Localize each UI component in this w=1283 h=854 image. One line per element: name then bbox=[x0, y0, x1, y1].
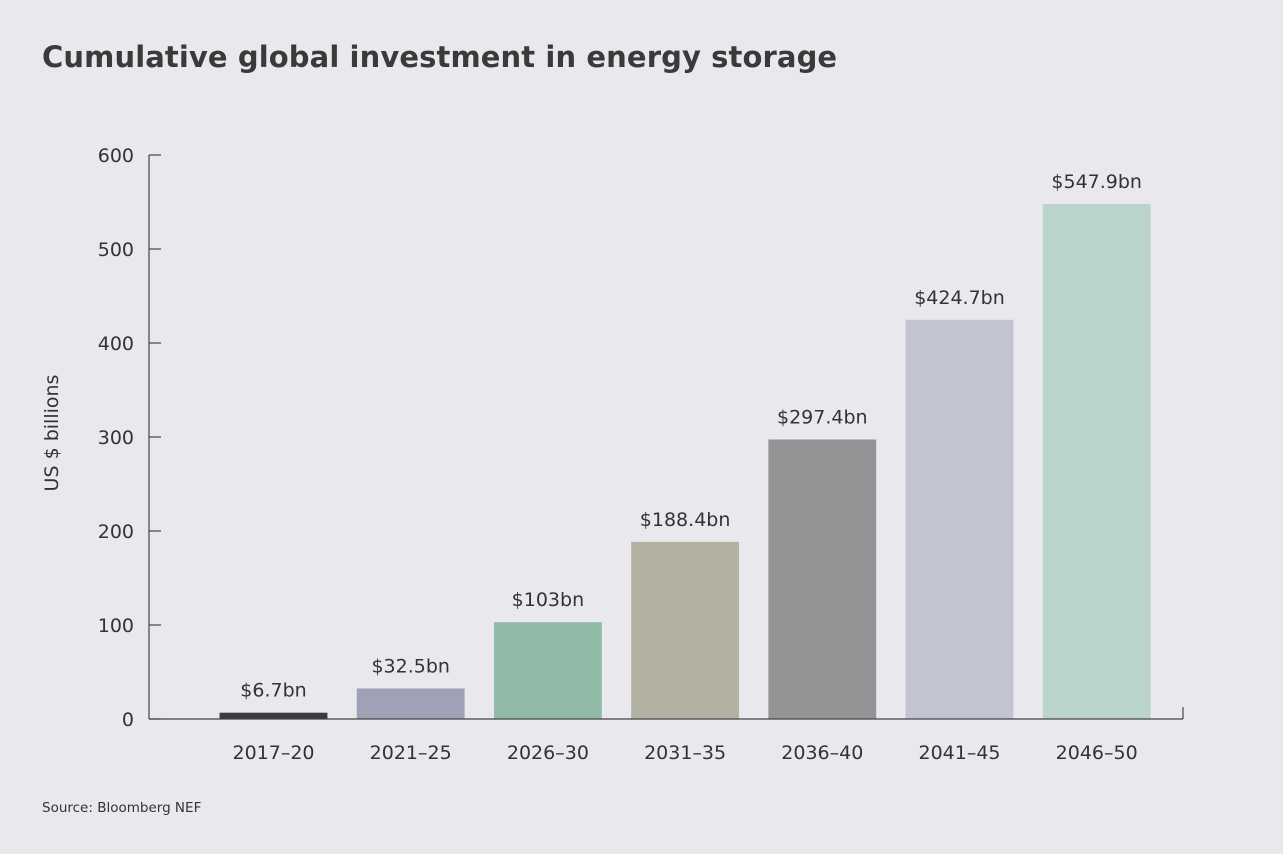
bar bbox=[768, 439, 877, 719]
bar bbox=[631, 541, 740, 719]
bar bbox=[356, 688, 465, 719]
source-note: Source: Bloomberg NEF bbox=[42, 800, 202, 816]
x-axis-ticks: 2017–20 2021–25 2026–30 2031–35 2036–40 2041–… bbox=[232, 742, 1137, 764]
bars bbox=[219, 203, 1151, 719]
data-label: $103bn bbox=[512, 589, 584, 611]
bar bbox=[905, 319, 1014, 719]
x-tick-label: 2031–35 bbox=[644, 742, 726, 764]
x-tick-label: 2026–30 bbox=[507, 742, 589, 764]
data-label: $297.4bn bbox=[777, 406, 868, 428]
y-tick-label: 200 bbox=[98, 521, 134, 543]
y-tick-label: 600 bbox=[98, 145, 134, 167]
data-label: $32.5bn bbox=[371, 655, 450, 677]
bar bbox=[493, 622, 602, 719]
data-labels: $6.7bn $32.5bn $103bn $188.4bn $297.4bn $424.… bbox=[240, 171, 1142, 702]
y-tick-label: 0 bbox=[122, 709, 134, 731]
y-tick-label: 100 bbox=[98, 615, 134, 637]
chart-title: Cumulative global investment in energy s… bbox=[42, 40, 838, 74]
data-label: $424.7bn bbox=[914, 287, 1005, 309]
x-tick-label: 2046–50 bbox=[1056, 742, 1138, 764]
x-tick-label: 2041–45 bbox=[918, 742, 1000, 764]
data-label: $188.4bn bbox=[640, 509, 731, 531]
x-tick-label: 2021–25 bbox=[370, 742, 452, 764]
y-tick-label: 500 bbox=[98, 239, 134, 261]
data-label: $6.7bn bbox=[240, 680, 306, 702]
x-tick-label: 2036–40 bbox=[781, 742, 863, 764]
y-axis-ticks: 0 100 200 300 400 500 600 bbox=[98, 145, 161, 731]
y-tick-label: 400 bbox=[98, 333, 134, 355]
data-label: $547.9bn bbox=[1051, 171, 1142, 193]
y-axis-label: US $ billions bbox=[41, 375, 63, 492]
y-tick-label: 300 bbox=[98, 427, 134, 449]
bar bbox=[219, 712, 328, 719]
bar bbox=[1042, 203, 1151, 719]
x-tick-label: 2017–20 bbox=[232, 742, 314, 764]
